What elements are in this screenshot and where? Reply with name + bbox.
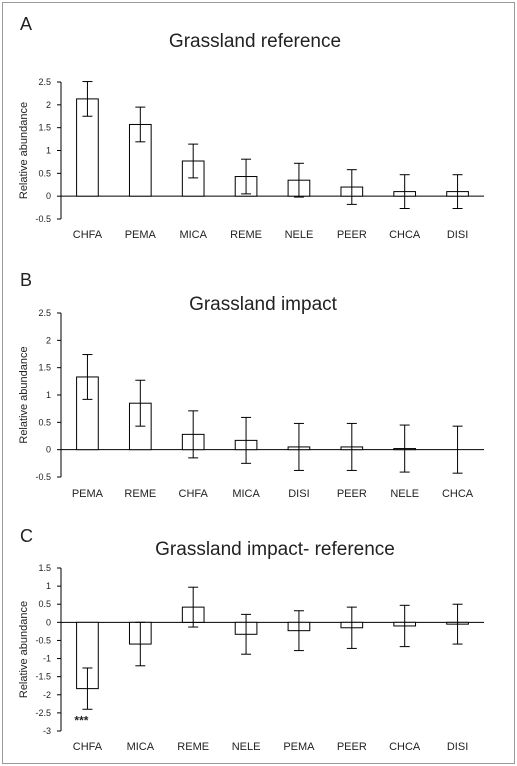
panel-a-y-axis-title: Relative abundance [18, 102, 30, 199]
panel-a-y-tick-label: 2 [46, 100, 51, 110]
panel-c-y-tick-label: -3 [43, 726, 51, 736]
panel-a-y-tick-label: 2.5 [38, 77, 51, 87]
panel-b-y-tick-label: 1 [46, 390, 51, 400]
panel-b-y-tick-label: -0.5 [35, 472, 51, 482]
panel-c-y-tick-label: 0.5 [38, 599, 51, 609]
panel-b-x-tick-label-pema: PEMA [72, 488, 104, 500]
panel-c-y-tick-label: -1.5 [35, 672, 51, 682]
panel-b-x-tick-label-mica: MICA [232, 488, 260, 500]
panel-b-y-tick-label: 0 [46, 445, 51, 455]
panel-a-y-tick-label: 1 [46, 146, 51, 156]
panel-c-label: C [20, 526, 33, 546]
panel-a-y-tick-label: 1.5 [38, 123, 51, 133]
panel-b-x-tick-label-chfa: CHFA [179, 488, 209, 500]
panel-b-label: B [20, 270, 32, 290]
panel-c-x-tick-label-chca: CHCA [389, 741, 421, 753]
panel-c-x-tick-label-nele: NELE [232, 741, 261, 753]
panel-b-y-tick-label: 1.5 [38, 363, 51, 373]
panel-b-title: Grassland impact [189, 294, 338, 315]
panel-c-x-tick-label-pema: PEMA [283, 741, 315, 753]
panel-a-x-tick-label-nele: NELE [285, 229, 314, 241]
panel-b-y-tick-label: 0.5 [38, 417, 51, 427]
panel-a-y-tick-label: 0.5 [38, 168, 51, 178]
panel-b-x-tick-label-chca: CHCA [442, 488, 474, 500]
panel-b-y-tick-label: 2.5 [38, 308, 51, 318]
panel-a-x-tick-label-disi: DISI [447, 229, 468, 241]
panel-b-y-tick-label: 2 [46, 335, 51, 345]
panel-c-x-tick-label-mica: MICA [127, 741, 155, 753]
panel-b-y-axis-title: Relative abundance [18, 346, 30, 443]
panel-c-y-tick-label: -2.5 [35, 708, 51, 718]
panel-a-y-tick-label: -0.5 [35, 214, 51, 224]
panel-c-y-tick-label: -2 [43, 690, 51, 700]
panel-a-title: Grassland reference [169, 31, 341, 52]
panel-a-x-tick-label-pema: PEMA [125, 229, 157, 241]
panel-a-label: A [20, 14, 32, 34]
panel-c-y-axis-title: Relative abundance [18, 601, 30, 698]
panel-a-x-tick-label-chfa: CHFA [73, 229, 103, 241]
panel-b-x-tick-label-disi: DISI [288, 488, 309, 500]
panel-a-y-tick-label: 0 [46, 191, 51, 201]
panel-a-x-tick-label-reme: REME [230, 229, 262, 241]
panel-c-y-tick-label: -1 [43, 654, 51, 664]
panel-a-x-tick-label-chca: CHCA [389, 229, 421, 241]
panel-c-y-tick-label: 0 [46, 617, 51, 627]
panel-b-x-tick-label-nele: NELE [390, 488, 419, 500]
panel-a-x-tick-label-mica: MICA [179, 229, 207, 241]
panel-c-y-tick-label: 1 [46, 581, 51, 591]
panel-c-x-tick-label-peer: PEER [337, 741, 367, 753]
panel-c-x-tick-label-reme: REME [177, 741, 209, 753]
panel-c-title: Grassland impact- reference [155, 539, 395, 560]
panel-c-x-tick-label-chfa: CHFA [73, 741, 103, 753]
panel-c-y-tick-label: 1.5 [38, 563, 51, 573]
panel-a-x-tick-label-peer: PEER [337, 229, 367, 241]
panel-b-x-tick-label-peer: PEER [337, 488, 367, 500]
panel-b-x-tick-label-reme: REME [124, 488, 156, 500]
panel-c-x-tick-label-disi: DISI [447, 741, 468, 753]
panel-c-y-tick-label: -0.5 [35, 635, 51, 645]
panel-c-significance-annotation: *** [74, 713, 88, 727]
